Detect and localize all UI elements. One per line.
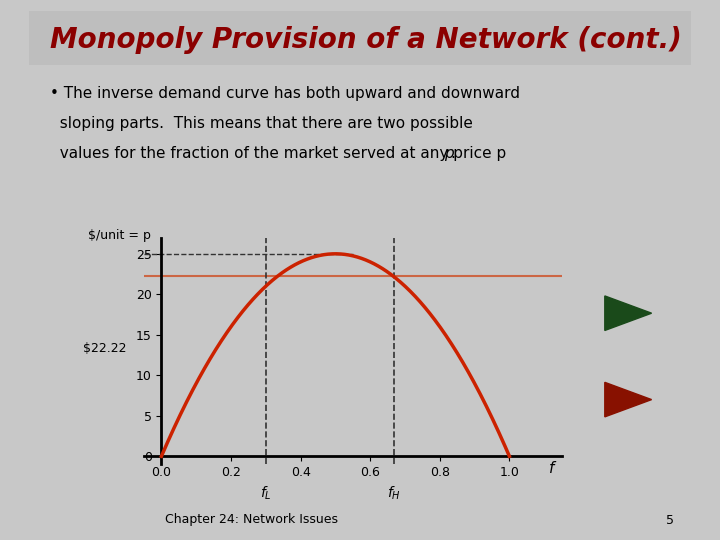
Polygon shape — [605, 382, 652, 417]
Text: $f_L$: $f_L$ — [260, 485, 271, 502]
Text: 5: 5 — [665, 514, 674, 526]
Text: Monopoly Provision of a Network (cont.): Monopoly Provision of a Network (cont.) — [50, 26, 682, 55]
Text: $22.22: $22.22 — [83, 342, 126, 355]
Text: $/unit = p: $/unit = p — [88, 228, 151, 242]
Text: p: p — [444, 146, 454, 161]
FancyBboxPatch shape — [29, 11, 691, 65]
Text: Chapter 24: Network Issues: Chapter 24: Network Issues — [166, 514, 338, 526]
Polygon shape — [605, 296, 652, 330]
Text: sloping parts.  This means that there are two possible: sloping parts. This means that there are… — [50, 116, 473, 131]
Text: $f_H$: $f_H$ — [387, 485, 400, 502]
Text: f: f — [549, 461, 554, 476]
Text: • The inverse demand curve has both upward and downward: • The inverse demand curve has both upwa… — [50, 86, 521, 102]
Text: .: . — [450, 146, 455, 161]
Text: values for the fraction of the market served at any price p: values for the fraction of the market se… — [50, 146, 507, 161]
